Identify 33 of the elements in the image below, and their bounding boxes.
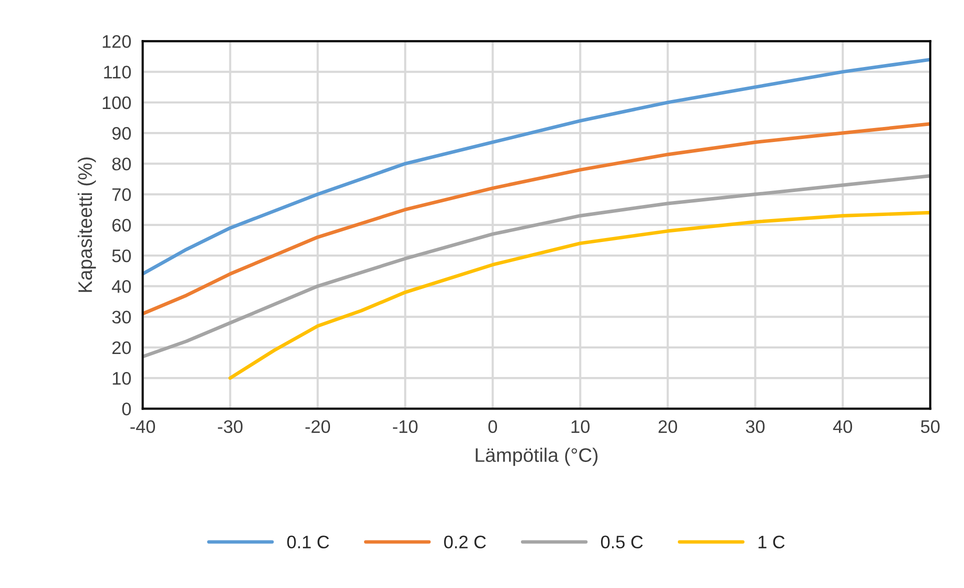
x-tick-label: 40 xyxy=(833,420,852,434)
y-tick-label: 120 xyxy=(102,35,131,48)
y-tick-label: 10 xyxy=(112,372,131,385)
x-tick-label: -40 xyxy=(130,420,156,434)
line-series xyxy=(142,122,930,316)
line-series xyxy=(228,210,930,380)
x-tick-label: 50 xyxy=(920,420,940,434)
x-tick-label: 20 xyxy=(658,420,678,434)
line-series xyxy=(142,174,930,358)
legend-label: 0.1 C xyxy=(287,536,329,548)
y-tick-label: 40 xyxy=(112,280,131,293)
y-tick-label: 20 xyxy=(112,341,131,354)
y-tick-label: 30 xyxy=(112,310,131,324)
x-axis-title: Lämpötila (°C) xyxy=(476,448,598,466)
y-tick-label: 80 xyxy=(112,158,131,170)
y-axis-title: Kapasiteetti (%) xyxy=(78,157,96,292)
y-tick-label: 0 xyxy=(122,402,131,416)
line-series xyxy=(142,58,930,276)
y-tick-label: 60 xyxy=(112,218,131,232)
x-tick-label: -30 xyxy=(218,420,243,434)
legend-label: 0.5 C xyxy=(601,536,643,548)
x-tick-label: 0 xyxy=(488,420,498,434)
legend-label: 1 C xyxy=(758,536,785,548)
legend-label: 0.2 C xyxy=(444,536,486,548)
x-tick-label: 30 xyxy=(746,420,765,434)
x-tick-label: -20 xyxy=(305,420,330,434)
y-tick-label: 50 xyxy=(112,249,131,262)
y-tick-label: 70 xyxy=(112,188,131,202)
y-tick-label: 90 xyxy=(112,126,131,140)
y-tick-label: 100 xyxy=(102,96,131,110)
y-tick-label: 110 xyxy=(104,66,131,79)
x-tick-label: 10 xyxy=(572,420,590,434)
x-tick-label: -10 xyxy=(392,420,418,434)
